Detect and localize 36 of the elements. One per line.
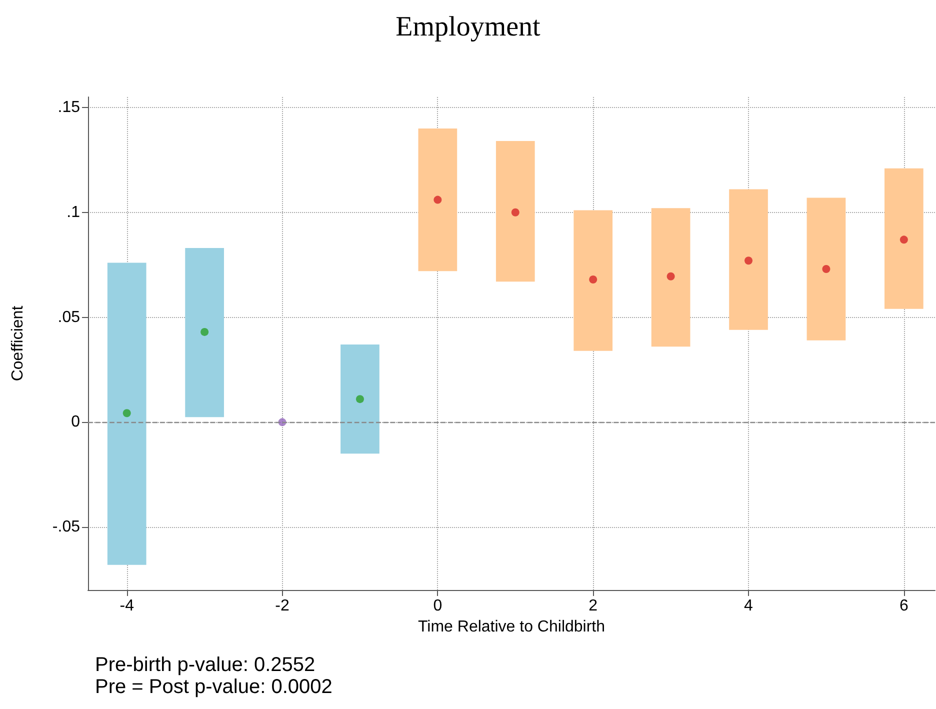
y-axis-title: Coefficient: [10, 305, 26, 382]
x-tick-label: 2: [588, 598, 598, 614]
bar: [340, 344, 380, 454]
x-tick-label: -2: [275, 598, 290, 614]
bar: [806, 198, 846, 340]
bar: [574, 210, 613, 351]
x-tick-label: 4: [744, 598, 754, 614]
point: [900, 236, 908, 244]
bar: [496, 141, 535, 282]
text: Pre = Post p-value: 0.0002: [95, 676, 332, 698]
x-tick-label: 0: [433, 598, 442, 614]
text: Pre-birth p-value: 0.2552: [95, 654, 316, 676]
x-axis-title: Time Relative to Childbirth: [418, 618, 606, 636]
bar: [729, 189, 768, 330]
bar: [884, 168, 924, 309]
point: [744, 256, 753, 265]
bar: [185, 248, 224, 418]
y-tick-label: .15: [58, 98, 80, 116]
bar: [651, 208, 690, 347]
chart-title: Employment: [396, 12, 541, 42]
y-tick-label: .1: [66, 204, 80, 221]
point: [200, 328, 209, 336]
point: [511, 208, 520, 216]
y-tick-label: .05: [58, 308, 80, 326]
point: [666, 272, 675, 280]
point: [589, 276, 598, 284]
x-tick-label: 6: [899, 598, 908, 614]
bar: [107, 262, 146, 565]
y-tick-label: -.05: [52, 518, 80, 536]
point: [122, 409, 131, 418]
point: [434, 196, 442, 204]
bar: [418, 128, 458, 272]
y-tick-label: 0: [71, 414, 80, 431]
point: [822, 265, 830, 274]
x-tick-label: -4: [120, 598, 134, 614]
point: [356, 395, 364, 404]
